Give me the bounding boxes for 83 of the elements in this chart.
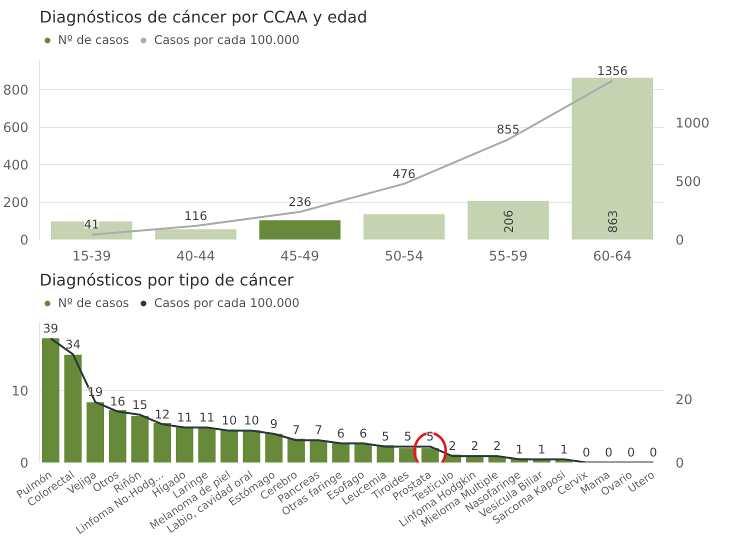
y-tick-label: 400 bbox=[3, 158, 29, 174]
data-label: 2 bbox=[470, 439, 479, 454]
x-tick-label: 15-39 bbox=[72, 250, 111, 264]
bar bbox=[242, 430, 260, 462]
bar bbox=[64, 354, 82, 462]
data-label: 116 bbox=[184, 208, 208, 223]
data-label: 1 bbox=[560, 442, 568, 456]
data-label: 0 bbox=[604, 446, 613, 460]
legend-label: Nº de casos bbox=[58, 33, 130, 47]
data-label: 1 bbox=[516, 442, 524, 456]
bar bbox=[363, 214, 445, 240]
bar bbox=[154, 423, 171, 462]
bar bbox=[220, 429, 238, 462]
data-label: 0 bbox=[627, 446, 635, 460]
bar bbox=[354, 444, 372, 462]
bar bbox=[198, 428, 216, 462]
x-tick-label: 45-49 bbox=[280, 250, 320, 264]
data-label: 11 bbox=[199, 410, 215, 424]
bar bbox=[265, 434, 283, 462]
data-label: 10 bbox=[222, 414, 237, 428]
y-tick-label: 600 bbox=[3, 121, 29, 136]
bar bbox=[332, 443, 350, 462]
data-label: 6 bbox=[337, 426, 345, 440]
bar bbox=[86, 402, 104, 462]
data-label: 11 bbox=[176, 410, 192, 424]
bar bbox=[50, 221, 132, 240]
bar bbox=[176, 427, 194, 462]
data-label: 0 bbox=[582, 446, 590, 460]
x-tick-label: 55-59 bbox=[488, 250, 528, 264]
bar bbox=[259, 220, 341, 240]
data-label: 2 bbox=[448, 439, 456, 454]
chart-title: Diagnósticos de cáncer por CCAA y edad bbox=[40, 8, 368, 26]
data-label: 863 bbox=[606, 210, 620, 233]
data-label: 0 bbox=[650, 446, 658, 460]
data-label: 7 bbox=[292, 423, 300, 438]
x-tick-label: 40-44 bbox=[176, 250, 216, 264]
y-tick-label: 800 bbox=[3, 84, 29, 98]
data-label: 10 bbox=[244, 414, 260, 428]
data-label: 206 bbox=[502, 210, 516, 233]
data-label: 5 bbox=[382, 430, 390, 444]
y2-tick-label: 0 bbox=[676, 456, 684, 472]
data-label: 855 bbox=[496, 122, 520, 136]
data-label: 6 bbox=[359, 426, 367, 440]
data-label: 9 bbox=[270, 416, 278, 431]
bar bbox=[287, 438, 305, 462]
bar bbox=[572, 78, 654, 240]
y-tick-label: 200 bbox=[3, 196, 29, 211]
bar bbox=[42, 338, 60, 462]
x-tick-label: 60-64 bbox=[593, 250, 632, 264]
data-label: 41 bbox=[84, 218, 100, 232]
data-label: 34 bbox=[65, 337, 81, 352]
data-label: 39 bbox=[43, 321, 58, 336]
data-label: 15 bbox=[132, 398, 148, 412]
y2-tick-label: 500 bbox=[676, 174, 701, 190]
bar bbox=[131, 416, 149, 462]
line-series bbox=[50, 337, 654, 462]
data-label: 1 bbox=[538, 442, 546, 456]
y-tick-label: 0 bbox=[20, 234, 29, 248]
y-tick-label: 10 bbox=[12, 384, 29, 400]
data-label: 7 bbox=[314, 423, 322, 438]
y2-tick-label: 1000 bbox=[676, 116, 710, 132]
x-tick-label: 50-54 bbox=[384, 250, 424, 264]
data-label: 2 bbox=[493, 439, 501, 454]
legend-label: Casos por cada 100.000 bbox=[154, 296, 300, 310]
data-label: 236 bbox=[288, 194, 312, 209]
y2-tick-label: 20 bbox=[676, 392, 692, 408]
legend-label: Nº de casos bbox=[58, 296, 130, 310]
data-label: 16 bbox=[110, 394, 126, 409]
data-label: 19 bbox=[88, 385, 103, 400]
data-label: 1356 bbox=[597, 64, 628, 78]
y-tick-label: 0 bbox=[20, 456, 29, 472]
bar bbox=[468, 200, 549, 240]
data-label: 5 bbox=[426, 430, 434, 444]
y2-tick-label: 0 bbox=[676, 234, 684, 248]
bar bbox=[155, 229, 236, 240]
data-label: 12 bbox=[154, 407, 170, 422]
data-label: 5 bbox=[404, 430, 412, 444]
data-label: 476 bbox=[392, 166, 416, 181]
bar bbox=[421, 448, 439, 462]
chart-title: Diagnósticos por tipo de cáncer bbox=[40, 270, 294, 290]
bar bbox=[310, 440, 328, 462]
legend-label: Casos por cada 100.000 bbox=[154, 33, 300, 47]
bar bbox=[108, 410, 126, 462]
